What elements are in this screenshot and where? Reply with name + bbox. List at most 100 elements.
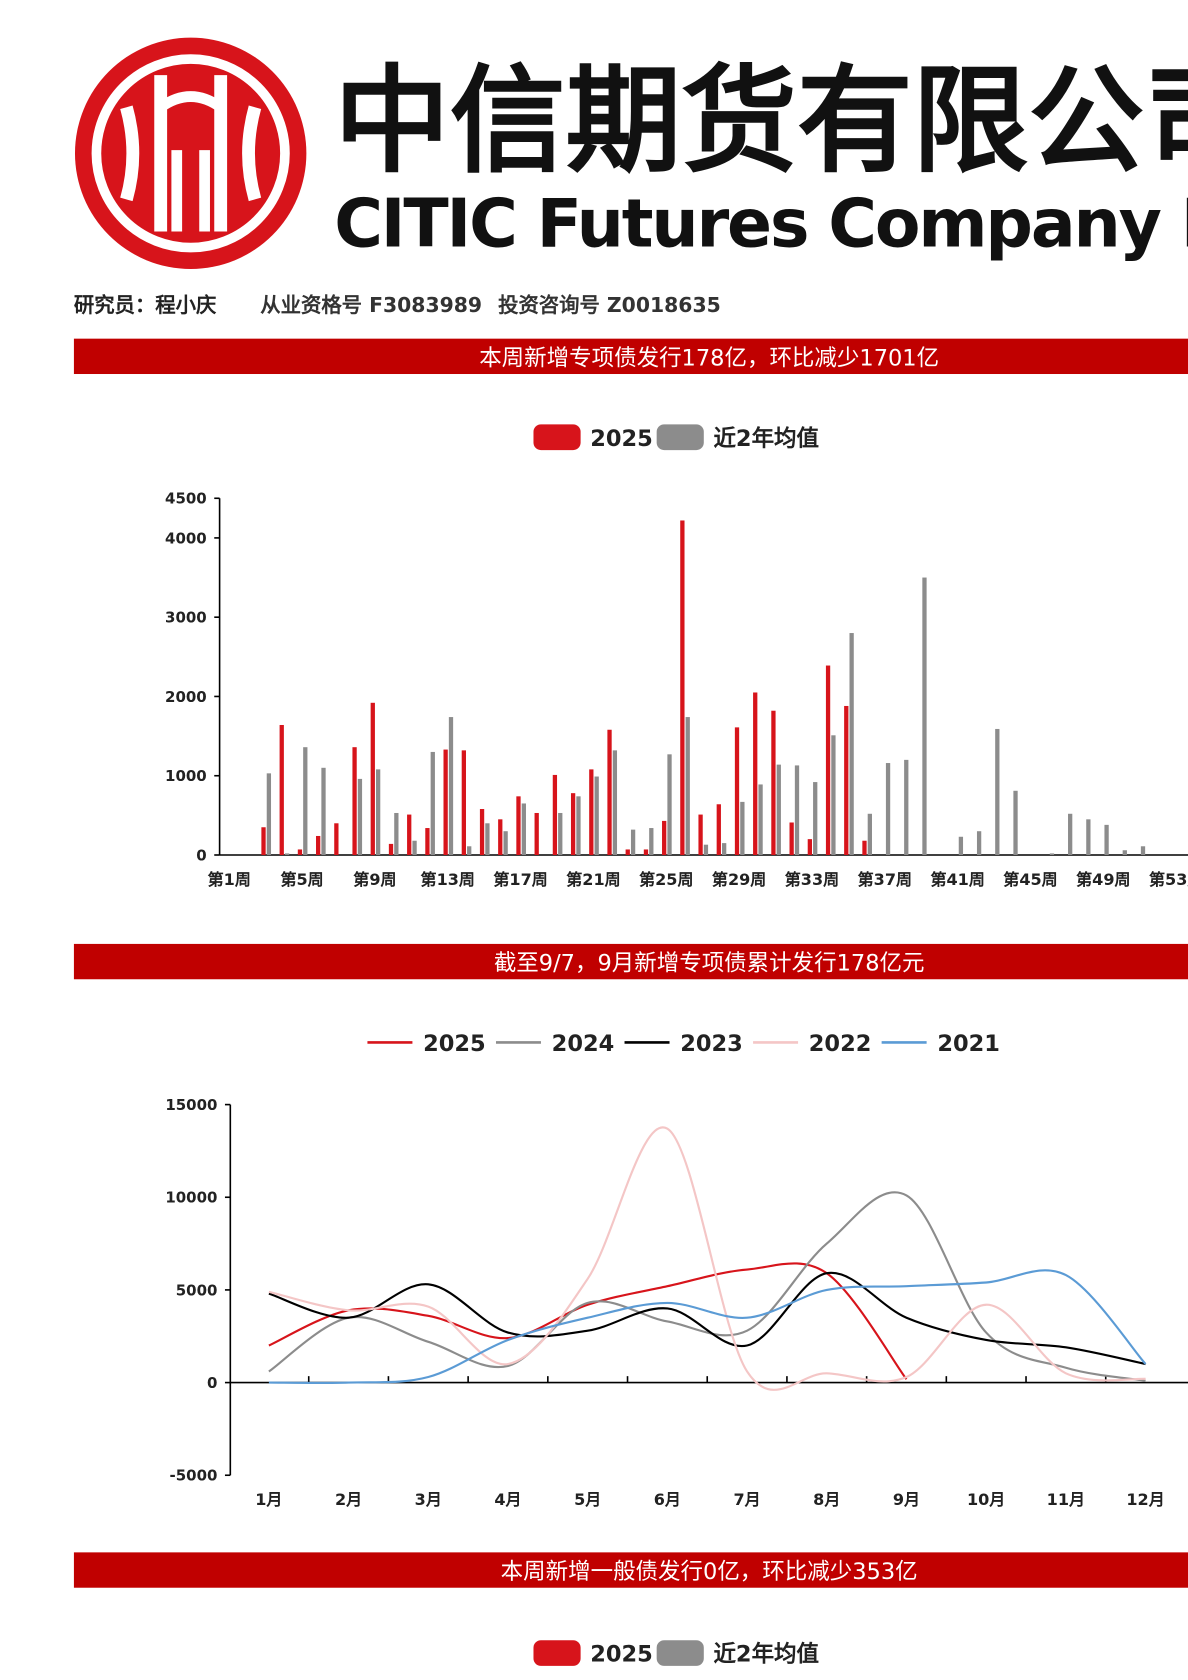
- legend-swatch: [533, 1640, 581, 1666]
- y-tick-label: 4500: [165, 490, 207, 508]
- bar: [388, 843, 394, 855]
- x-tick-label: 4月: [494, 1490, 521, 1509]
- bar: [753, 692, 758, 855]
- bar: [534, 812, 539, 855]
- bar: [279, 724, 284, 855]
- legend-label: 2025: [590, 1642, 653, 1668]
- bar: [698, 814, 703, 855]
- bar: [589, 769, 594, 855]
- bar: [904, 759, 909, 855]
- x-tick-label: 第5周: [280, 870, 323, 889]
- bar: [467, 846, 472, 855]
- bar: [316, 835, 321, 855]
- legend-label: 近2年均值: [713, 425, 819, 452]
- bar: [612, 750, 618, 855]
- legend-label: 2022: [809, 1031, 872, 1057]
- bar: [771, 710, 776, 855]
- bar: [734, 727, 740, 855]
- x-tick-label: 2月: [335, 1490, 362, 1509]
- bar: [807, 839, 812, 855]
- bar: [479, 809, 485, 855]
- legend-swatch: [656, 1640, 704, 1666]
- legend-label: 2025: [423, 1031, 486, 1057]
- x-tick-label: 第13周: [421, 870, 475, 889]
- bar: [394, 812, 399, 855]
- bar: [576, 796, 581, 855]
- x-tick-label: 第37周: [858, 870, 912, 889]
- bar: [607, 729, 612, 855]
- bar: [662, 820, 667, 855]
- x-tick-label: 3月: [415, 1490, 442, 1509]
- x-tick-label: 10月: [967, 1490, 1005, 1509]
- bar: [643, 849, 649, 855]
- bar: [1140, 846, 1146, 855]
- company-cn: 中信期货有限公司: [334, 53, 1188, 189]
- bar: [776, 764, 781, 855]
- researcher: 研究员：程小庆: [74, 293, 217, 317]
- bar: [625, 849, 630, 855]
- y-tick-label: 15000: [165, 1096, 217, 1114]
- legend-label: 近2年均值: [713, 1641, 819, 1668]
- bar: [976, 831, 982, 855]
- bar: [443, 749, 448, 855]
- x-tick-label: 12月: [1126, 1490, 1164, 1509]
- bar: [352, 747, 357, 855]
- bar: [867, 813, 872, 855]
- bar: [995, 728, 1000, 855]
- legend-label: 2023: [680, 1031, 743, 1057]
- x-tick-label: 第9周: [353, 870, 396, 889]
- section-title: 本周新增一般债发行0亿，环比减少353亿: [501, 1559, 918, 1585]
- x-tick-label: 第25周: [639, 870, 693, 889]
- y-tick-label: 10000: [165, 1189, 217, 1207]
- bar: [740, 801, 745, 855]
- bar: [958, 836, 964, 855]
- x-tick-label: 8月: [813, 1490, 840, 1509]
- x-tick-label: 5月: [574, 1490, 601, 1509]
- bar: [789, 822, 794, 855]
- x-tick-label: 6月: [654, 1490, 681, 1509]
- x-tick-label: 第33周: [785, 870, 839, 889]
- y-tick-label: -5000: [170, 1467, 218, 1485]
- y-tick-label: 1000: [165, 767, 207, 785]
- y-tick-label: 5000: [176, 1281, 218, 1299]
- y-tick-label: 4000: [165, 529, 207, 547]
- company-en: CITIC Futures Company Limited: [334, 185, 1188, 263]
- bar: [261, 827, 266, 855]
- x-tick-label: 第29周: [712, 870, 766, 889]
- bar: [461, 750, 466, 855]
- section-banner: [73, 1552, 1188, 1588]
- legend-swatch: [656, 424, 704, 451]
- bar: [685, 717, 690, 855]
- x-tick-label: 7月: [733, 1490, 760, 1509]
- bar: [667, 754, 672, 855]
- y-tick-label: 0: [196, 846, 206, 864]
- legend-label: 2021: [937, 1031, 1000, 1057]
- bar: [412, 840, 417, 855]
- bar: [1068, 813, 1073, 855]
- bar: [922, 577, 927, 855]
- bar: [703, 844, 709, 855]
- bar: [516, 796, 521, 855]
- bar: [266, 773, 272, 855]
- section-banner: [73, 338, 1188, 375]
- bar: [521, 803, 526, 855]
- legend-label: 2024: [552, 1031, 615, 1057]
- bar: [303, 747, 308, 855]
- x-tick-label: 第21周: [566, 870, 620, 889]
- y-tick-label: 2000: [165, 688, 207, 706]
- x-tick-label: 11月: [1047, 1490, 1085, 1509]
- line-series: [268, 1271, 1146, 1366]
- bar: [680, 520, 685, 855]
- bar: [430, 751, 435, 855]
- y-tick-label: 0: [207, 1374, 217, 1392]
- x-tick-label: 第45周: [1003, 870, 1057, 889]
- bar: [1049, 853, 1055, 855]
- bar: [558, 812, 563, 855]
- section-title: 截至9/7，9月新增专项债累计发行178亿元: [494, 951, 925, 977]
- bar: [321, 767, 326, 855]
- section-banner: [73, 943, 1188, 980]
- bar: [1013, 790, 1018, 855]
- bar: [503, 831, 508, 855]
- logo: [74, 37, 307, 270]
